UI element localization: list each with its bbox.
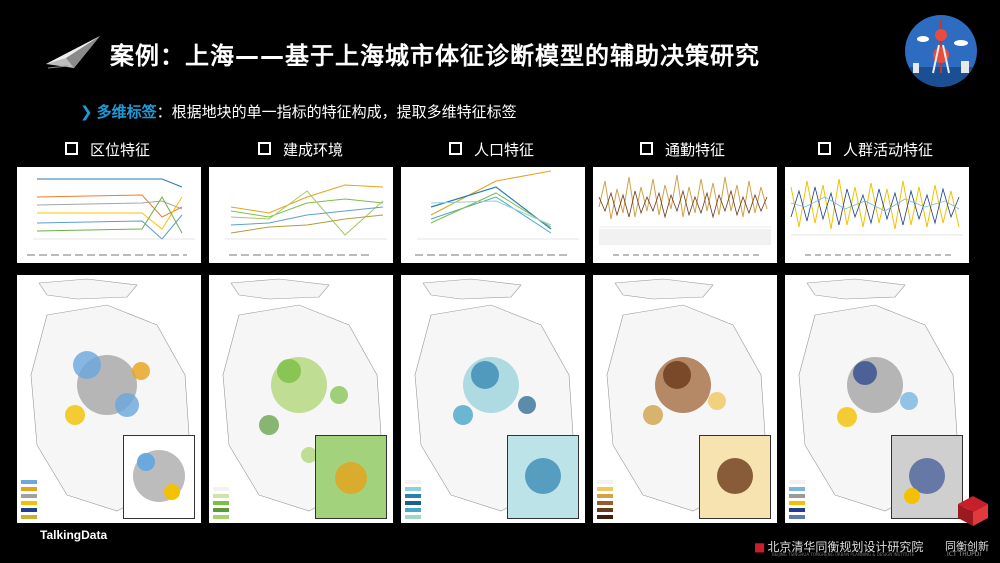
map-inset [123, 435, 195, 519]
talkingdata-brand: TalkingData [40, 528, 108, 542]
population-line-chart [401, 167, 585, 263]
crowd-activity-line-chart [785, 167, 969, 263]
map-inset [507, 435, 579, 519]
oriental-pearl-tower-badge-icon [905, 15, 977, 87]
partner-name-en: ICT THUPDI [947, 551, 982, 558]
institute-logo-icon: ■ [754, 540, 766, 554]
crowd-activity-map [785, 275, 969, 523]
built-env-map [209, 275, 393, 523]
category-location: 区位特征 [65, 139, 150, 160]
location-feature-map [17, 275, 201, 523]
location-feature-line-chart [17, 167, 201, 263]
paper-plane-logo-icon [46, 36, 100, 69]
red-cube-logo-icon [958, 496, 988, 526]
map-inset [699, 435, 771, 519]
map-legend [213, 484, 259, 519]
subtitle-key: 多维标签 [96, 103, 157, 121]
map-legend [789, 477, 835, 519]
checkbox-square-icon [449, 142, 462, 155]
map-inset [315, 435, 387, 519]
category-population: 人口特征 [449, 139, 534, 160]
built-env-line-chart [209, 167, 393, 263]
category-crowd-activity: 人群活动特征 [818, 139, 933, 160]
subtitle-line: ❯ 多维标签：根据地块的单一指标的特征构成，提取多维特征标签 [80, 101, 517, 122]
institute-name: ■ 北京清华同衡规划设计研究院 [754, 540, 924, 554]
institute-name-en: BEIJING TSINGHUA TONGHENG URBAN PLANNING… [772, 552, 915, 557]
category-built-env: 建成环境 [258, 139, 343, 160]
checkbox-square-icon [65, 142, 78, 155]
map-legend [405, 477, 451, 519]
category-commute: 通勤特征 [640, 139, 725, 160]
commute-map [593, 275, 777, 523]
population-map [401, 275, 585, 523]
commute-line-chart [593, 167, 777, 263]
map-legend [21, 477, 67, 519]
checkbox-square-icon [640, 142, 653, 155]
subtitle-text: ：根据地块的单一指标的特征构成，提取多维特征标签 [156, 103, 517, 121]
checkbox-square-icon [258, 142, 271, 155]
map-legend [597, 477, 643, 519]
partner-name: 同衡创新 [945, 540, 989, 553]
page-title: 案例：上海——基于上海城市体征诊断模型的辅助决策研究 [110, 42, 760, 70]
arrow-icon: ❯ [80, 103, 93, 121]
checkbox-square-icon [818, 142, 831, 155]
map-inset [891, 435, 963, 519]
